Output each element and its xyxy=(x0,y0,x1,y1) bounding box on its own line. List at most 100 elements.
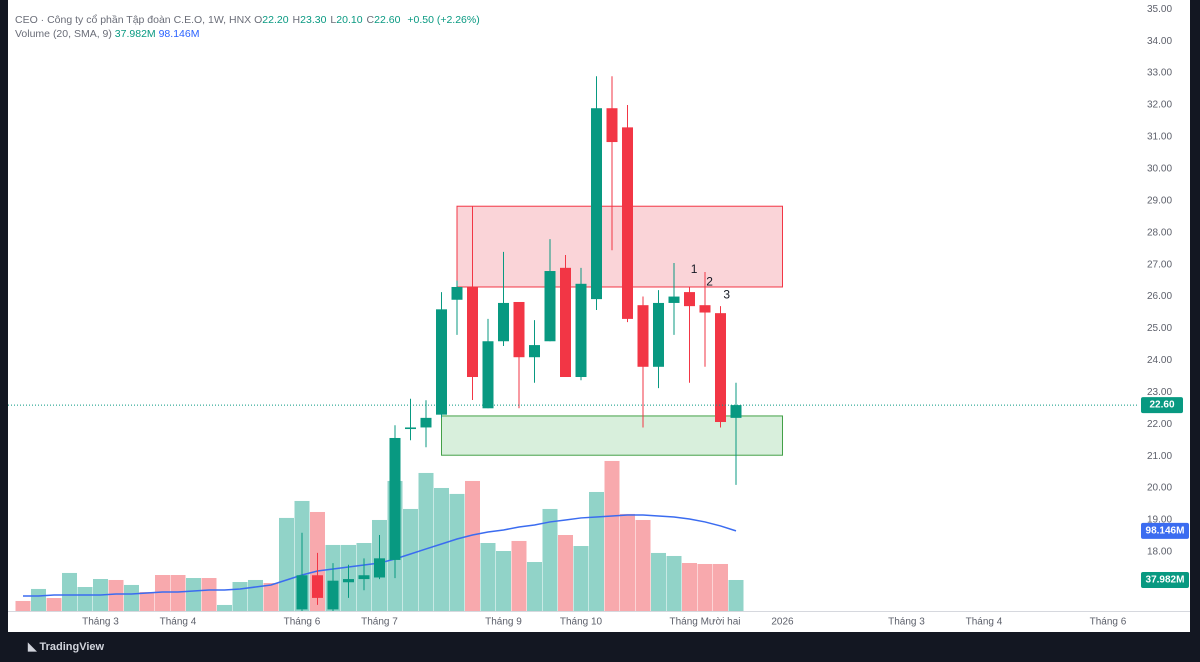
volume-bar xyxy=(713,563,728,611)
price-tag xyxy=(1141,397,1183,414)
ohlc-value: 22.20 xyxy=(262,14,289,26)
candle-body xyxy=(529,345,540,358)
volume-bar xyxy=(15,600,31,611)
plot-area: 123 xyxy=(8,76,1138,611)
candle-body xyxy=(358,575,370,580)
candle-body xyxy=(498,302,509,342)
annotation: 2 xyxy=(706,274,713,288)
volume-bar xyxy=(604,460,620,611)
ohlc-value: 23.30 xyxy=(300,14,327,26)
volume-bar xyxy=(139,591,155,611)
volume-bar xyxy=(480,543,496,611)
candle-body xyxy=(436,309,447,415)
y-tick-label: 28.00 xyxy=(1147,227,1172,238)
volume-bar xyxy=(155,575,170,611)
candle-body xyxy=(389,437,401,560)
candle-body xyxy=(312,575,323,598)
x-tick-label: 2026 xyxy=(771,617,794,628)
sma-tag xyxy=(1141,522,1189,539)
brand-text: TradingView xyxy=(39,641,105,653)
volume-bar xyxy=(527,562,542,611)
volume-bar xyxy=(201,578,217,611)
candle-body xyxy=(637,305,649,367)
volume-bar xyxy=(558,535,573,611)
volume-bar xyxy=(573,546,589,611)
candle-body xyxy=(699,305,711,313)
candle-body xyxy=(684,292,695,307)
volume-bar xyxy=(434,487,449,611)
x-tick-label: Tháng 4 xyxy=(160,617,197,628)
y-tick-label: 29.00 xyxy=(1147,195,1172,206)
y-tick-label: 21.00 xyxy=(1147,451,1172,462)
volume-bar xyxy=(124,584,139,611)
y-tick-label: 30.00 xyxy=(1147,164,1172,175)
candle-body xyxy=(730,405,742,418)
candle-body xyxy=(606,108,618,143)
volume-bar xyxy=(77,587,93,611)
x-tick-label: Tháng 4 xyxy=(966,617,1003,628)
volume-bar xyxy=(589,491,604,611)
ohlc-value: 20.10 xyxy=(336,14,363,26)
y-tick-label: 26.00 xyxy=(1147,291,1172,302)
y-tick-label: 23.00 xyxy=(1147,387,1172,398)
volume-bar xyxy=(465,480,480,611)
candle-body xyxy=(420,417,432,428)
candle-body xyxy=(374,558,385,578)
candle-body xyxy=(591,108,602,300)
candle-body xyxy=(668,296,680,303)
ohlc-key: L xyxy=(330,14,337,26)
volume-tag xyxy=(1141,571,1189,588)
volume-bar xyxy=(635,519,651,611)
volume-bar xyxy=(263,583,279,611)
x-tick-label: Tháng 6 xyxy=(1090,617,1127,628)
candle-body xyxy=(622,127,633,319)
x-tick-label: Tháng 9 xyxy=(485,617,522,628)
volume-bar xyxy=(728,579,744,611)
volume-bar xyxy=(542,508,558,611)
ohlc-key: H xyxy=(292,14,301,26)
brand: ◣ TradingView xyxy=(28,641,105,653)
candle-body xyxy=(405,427,416,430)
ohlc-value: 22.60 xyxy=(374,14,401,26)
volume-bar xyxy=(232,582,248,611)
volume-bar xyxy=(651,552,666,611)
candle-body xyxy=(467,286,478,378)
volume-row: Volume (20, SMA, 9) 37.982M 98.146M xyxy=(15,27,480,41)
volume-legend: Volume (20, SMA, 9) xyxy=(15,28,112,40)
candle-body xyxy=(575,283,587,378)
ohlc: O22.20 H23.30 L20.10 C22.60 xyxy=(254,14,404,26)
x-tick-label: Tháng Mười hai xyxy=(669,617,740,628)
candle-body xyxy=(715,313,726,423)
y-tick-label: 22.00 xyxy=(1147,419,1172,430)
y-tick-label: 32.00 xyxy=(1147,100,1172,111)
y-tick-label: 18.00 xyxy=(1147,547,1172,558)
x-tick-label: Tháng 7 xyxy=(361,617,398,628)
y-tick-label: 35.00 xyxy=(1147,4,1172,15)
y-tick-label: 25.00 xyxy=(1147,323,1172,334)
x-tick-label: Tháng 6 xyxy=(284,617,321,628)
y-tick-label: 19.00 xyxy=(1147,515,1172,526)
symbol-title: CEO · Công ty cổ phần Tập đoàn C.E.O, 1W… xyxy=(15,14,252,26)
candle-body xyxy=(560,267,571,378)
sma-tag-label: 98.146M xyxy=(1146,526,1185,537)
volume-bar xyxy=(418,472,434,611)
candle-body xyxy=(544,271,556,342)
candle-body xyxy=(653,302,664,367)
y-tick-label: 20.00 xyxy=(1147,483,1172,494)
zone xyxy=(456,205,783,288)
y-tick-label: 34.00 xyxy=(1147,36,1172,47)
volume-bar xyxy=(279,517,294,611)
candle-body xyxy=(296,575,308,610)
x-tick-label: Tháng 10 xyxy=(560,617,603,628)
volume-bar xyxy=(170,575,186,611)
candle-body xyxy=(451,286,463,300)
volume-bar xyxy=(31,588,46,611)
axes: 18.00 19.00 20.00 21.00 22.00 23.00 24.00 25.00… xyxy=(82,4,1189,628)
annotation: 3 xyxy=(723,287,730,301)
volume-tag-label: 37.982M xyxy=(1146,575,1185,586)
y-tick-label: 27.00 xyxy=(1147,259,1172,270)
volume-bar xyxy=(186,578,201,611)
volume-bar xyxy=(666,555,682,611)
